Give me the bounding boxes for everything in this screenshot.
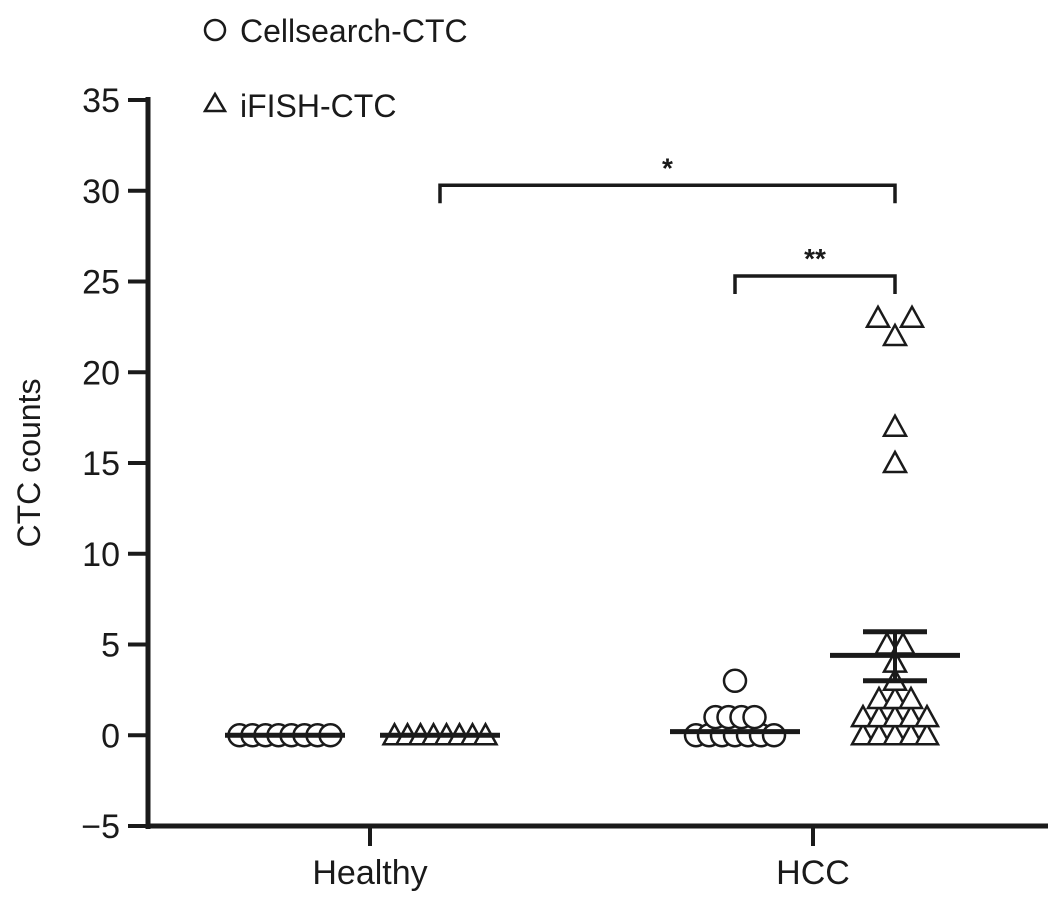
y-tick-label: 20 (82, 354, 120, 392)
cellsearch-point (761, 723, 787, 748)
ifish-point (865, 685, 893, 710)
ifish-point (881, 322, 909, 347)
legend-label-ifish: iFISH-CTC (240, 88, 396, 124)
y-tick-label: 30 (82, 173, 120, 211)
ifish-point (881, 449, 909, 474)
y-tick-label: 25 (82, 264, 120, 302)
ifish-point (865, 721, 893, 746)
ifish-point (865, 703, 893, 728)
significance-bracket (438, 183, 897, 204)
y-tick-label: 10 (82, 536, 120, 574)
mean-lines (225, 629, 960, 738)
ifish-point (881, 413, 909, 437)
significance-label: * (662, 152, 673, 183)
ifish-point (881, 721, 909, 746)
cellsearch-point (742, 704, 767, 730)
ifish-point (913, 703, 941, 728)
ifish-point (897, 685, 925, 710)
axes: −5 0 5 10 15 20 25 30 35 Healthy HCC (81, 82, 1048, 892)
legend: Cellsearch-CTC iFISH-CTC (202, 13, 468, 124)
y-axis-label: CTC counts (11, 379, 47, 548)
y-tick-label: −5 (81, 808, 120, 846)
legend-circle-marker (203, 18, 227, 42)
ifish-point (849, 703, 877, 728)
significance-label: ** (804, 243, 826, 274)
ifish-point (913, 721, 941, 746)
y-tick-label: 35 (82, 82, 120, 120)
significance-bracket (733, 274, 897, 295)
ifish-point (849, 721, 877, 746)
x-tick-label: Healthy (312, 854, 427, 892)
ifish-point (897, 703, 925, 728)
ifish-point (881, 703, 909, 728)
ifish-point (881, 685, 909, 710)
y-tick-label: 0 (101, 717, 120, 755)
x-tick-label: HCC (776, 854, 850, 892)
ifish-point (864, 304, 892, 329)
ifish-point (898, 304, 926, 329)
y-tick-label: 5 (101, 627, 120, 665)
data-points (227, 304, 941, 748)
ifish-point (897, 721, 925, 746)
legend-label-cellsearch: Cellsearch-CTC (240, 13, 468, 49)
y-tick-label: 15 (82, 445, 120, 483)
legend-triangle-marker (202, 91, 228, 113)
significance-brackets: *** (438, 152, 897, 295)
cellsearch-point (722, 668, 748, 694)
